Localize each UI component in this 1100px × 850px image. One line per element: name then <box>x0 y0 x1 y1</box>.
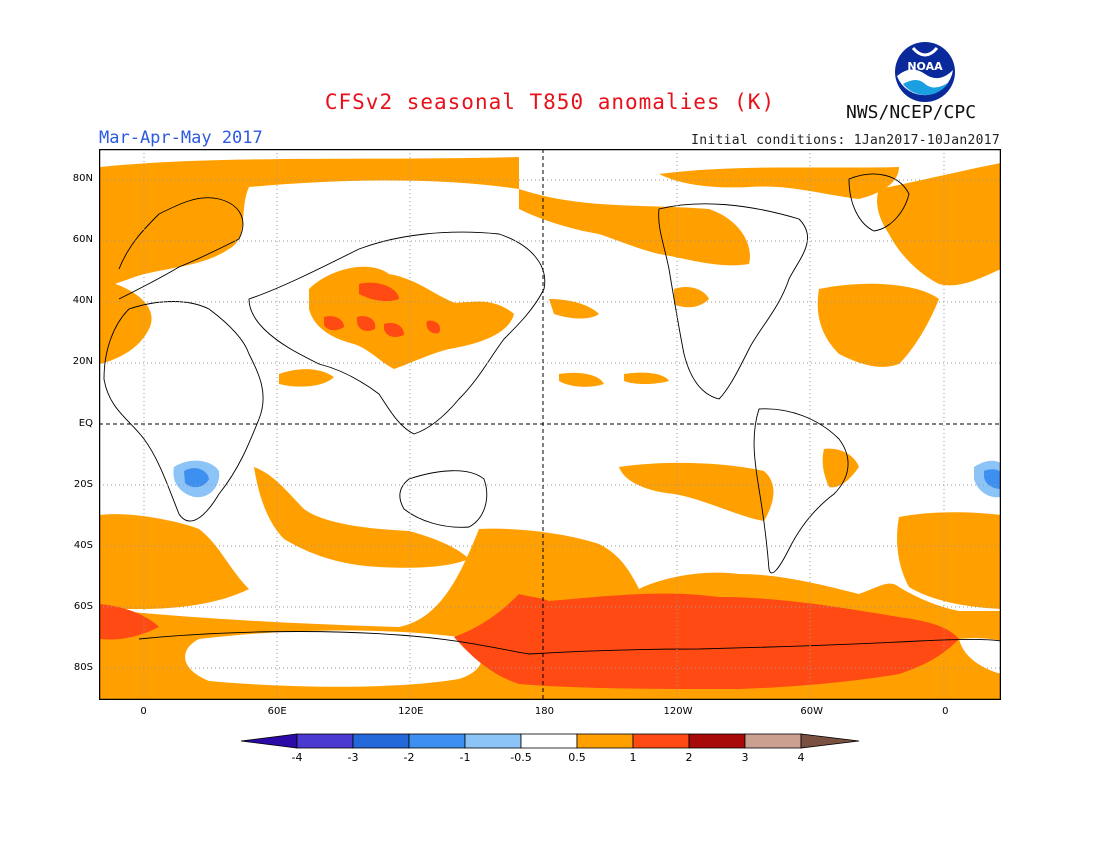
colorbar-tick-label: -3 <box>348 751 359 764</box>
shade-region <box>559 372 604 387</box>
shade-region <box>822 448 859 488</box>
colorbar-cell <box>408 733 466 749</box>
colorbar-tick-label: 1 <box>630 751 637 764</box>
anomaly-map <box>99 149 1001 700</box>
coastline-antarctica <box>138 631 1001 655</box>
lat-label: 60N <box>72 233 93 245</box>
lon-label: 120E <box>398 706 424 717</box>
colorbar: -4 -3 -2 -1 -0.5 0.5 1 2 3 4 <box>240 733 860 764</box>
colorbar-cell <box>744 733 802 749</box>
coastline-africa <box>103 301 264 522</box>
colorbar-tick-label: 2 <box>686 751 693 764</box>
map-frame <box>99 149 1001 700</box>
shade-region <box>279 369 334 387</box>
colorbar-tick-label: 4 <box>798 751 805 764</box>
colorbar-tick-label: -2 <box>404 751 415 764</box>
colorbar-tick-label: -0.5 <box>510 751 531 764</box>
shade-region <box>184 468 209 488</box>
colorbar-tick-label: 3 <box>742 751 749 764</box>
lat-label: EQ <box>78 417 93 429</box>
anomaly-positive-1-2 <box>100 282 959 689</box>
colorbar-cell <box>576 733 634 749</box>
shade-region <box>426 320 441 334</box>
shade-region <box>817 283 939 367</box>
lat-label: 80N <box>72 172 93 184</box>
colorbar-cell <box>632 733 690 749</box>
coastline-south-america <box>753 408 849 574</box>
noaa-logo: NOAA <box>895 42 955 102</box>
lon-label: 180 <box>534 706 554 717</box>
anomaly-negative <box>173 460 1001 498</box>
shade-region <box>100 514 249 609</box>
shade-region <box>619 462 774 521</box>
lat-label: 20S <box>73 478 93 490</box>
lat-label: 60S <box>73 601 93 613</box>
shade-region <box>100 279 152 364</box>
colorbar-cell <box>352 733 410 749</box>
shade-region <box>454 593 959 689</box>
shade-region <box>624 372 669 384</box>
shade-region <box>984 469 1001 489</box>
coastline-europe <box>118 197 244 300</box>
lon-label: 60E <box>267 706 287 717</box>
agency-label: NWS/NCEP/CPC <box>846 102 977 123</box>
colorbar-cell <box>688 733 746 749</box>
lat-label: 80S <box>73 662 93 674</box>
season-label: Mar-Apr-May 2017 <box>99 128 263 148</box>
colorbar-tick-label: -4 <box>292 751 303 764</box>
noaa-logo-text: NOAA <box>907 60 943 73</box>
lon-label: 120W <box>663 706 693 717</box>
colorbar-tick-label: 0.5 <box>568 751 586 764</box>
shade-region <box>359 282 399 302</box>
colorbar-cell <box>464 733 522 749</box>
shade-region <box>254 467 469 568</box>
coastline-asia <box>248 231 546 435</box>
shade-region <box>384 323 404 337</box>
colorbar-cell <box>296 733 354 749</box>
lat-label: 20N <box>72 356 93 368</box>
shade-region <box>877 163 1001 286</box>
lon-label: 60W <box>800 706 823 717</box>
lon-label: 0 <box>942 706 949 717</box>
shade-region <box>324 316 344 331</box>
coastline-north-america <box>658 203 808 400</box>
shade-region <box>674 287 709 308</box>
shade-region <box>519 189 750 266</box>
shade-region <box>357 316 376 332</box>
colorbar-cell <box>520 733 578 749</box>
colorbar-arrow-low <box>240 733 298 749</box>
shade-region <box>897 512 1001 609</box>
shade-region <box>659 167 899 199</box>
map-title: CFSv2 seasonal T850 anomalies (K) <box>324 90 776 114</box>
shade-region <box>185 630 482 687</box>
coastline-australia <box>399 470 488 528</box>
initial-conditions-label: Initial conditions: 1Jan2017-10Jan2017 <box>691 133 1000 148</box>
shade-region <box>549 299 599 319</box>
coastline-greenland <box>848 173 910 232</box>
lon-label: 0 <box>140 706 147 717</box>
lat-label: 40N <box>72 295 93 307</box>
shade-region <box>429 302 514 341</box>
lat-label: 40S <box>73 539 93 551</box>
shade-region <box>959 638 1001 674</box>
coastlines <box>103 173 1001 655</box>
colorbar-tick-label: -1 <box>460 751 471 764</box>
colorbar-arrow-high <box>800 733 860 749</box>
shade-region <box>100 604 159 640</box>
